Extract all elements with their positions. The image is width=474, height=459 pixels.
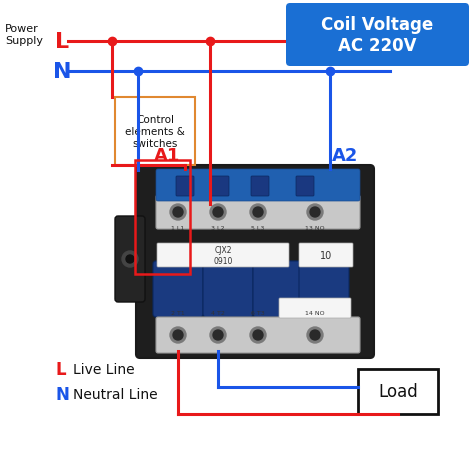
Text: 14 NO: 14 NO [305, 310, 325, 315]
Circle shape [173, 207, 183, 218]
Text: 6 T3: 6 T3 [251, 310, 265, 315]
Text: Control
elements &
switches: Control elements & switches [125, 115, 185, 148]
Text: CJX2
0910: CJX2 0910 [213, 246, 233, 265]
Text: Neutral Line: Neutral Line [73, 387, 158, 401]
FancyBboxPatch shape [153, 262, 203, 317]
FancyBboxPatch shape [299, 262, 349, 317]
Circle shape [253, 207, 263, 218]
Circle shape [213, 207, 223, 218]
Text: 1 L1: 1 L1 [172, 225, 185, 230]
FancyBboxPatch shape [176, 177, 194, 196]
Circle shape [307, 327, 323, 343]
Bar [135, 161, 190, 274]
Text: Coil Voltage
AC 220V: Coil Voltage AC 220V [321, 16, 434, 55]
FancyBboxPatch shape [279, 298, 351, 318]
FancyBboxPatch shape [203, 262, 253, 317]
Circle shape [250, 327, 266, 343]
Text: 2 T1: 2 T1 [171, 310, 185, 315]
Text: 10: 10 [320, 251, 332, 260]
Circle shape [253, 330, 263, 340]
Text: N: N [53, 62, 71, 82]
Bar [358, 369, 438, 414]
FancyBboxPatch shape [296, 177, 314, 196]
FancyBboxPatch shape [157, 243, 289, 268]
FancyBboxPatch shape [136, 166, 374, 358]
Circle shape [210, 327, 226, 343]
FancyBboxPatch shape [211, 177, 229, 196]
FancyBboxPatch shape [115, 217, 145, 302]
Text: A1: A1 [154, 147, 180, 165]
FancyBboxPatch shape [251, 177, 269, 196]
FancyBboxPatch shape [156, 170, 360, 202]
Text: 5 L3: 5 L3 [251, 225, 264, 230]
Text: Power
Supply: Power Supply [5, 24, 43, 46]
Text: L: L [55, 32, 69, 52]
Text: Live Line: Live Line [73, 362, 135, 376]
Circle shape [173, 330, 183, 340]
Text: 4 T2: 4 T2 [211, 310, 225, 315]
FancyBboxPatch shape [253, 262, 303, 317]
Circle shape [307, 205, 323, 220]
Text: Load: Load [378, 383, 418, 401]
FancyBboxPatch shape [156, 317, 360, 353]
Circle shape [210, 205, 226, 220]
Circle shape [310, 330, 320, 340]
Circle shape [126, 256, 134, 263]
Text: L: L [55, 360, 65, 378]
Circle shape [250, 205, 266, 220]
Circle shape [213, 330, 223, 340]
FancyBboxPatch shape [156, 196, 360, 230]
Circle shape [310, 207, 320, 218]
Circle shape [170, 327, 186, 343]
FancyBboxPatch shape [299, 243, 353, 268]
Text: A2: A2 [332, 147, 358, 165]
Bar [115, 98, 195, 166]
Circle shape [122, 252, 138, 268]
FancyBboxPatch shape [286, 4, 469, 67]
Circle shape [170, 205, 186, 220]
Text: 13 NO: 13 NO [305, 225, 325, 230]
Text: N: N [55, 385, 69, 403]
Text: 3 L2: 3 L2 [211, 225, 225, 230]
